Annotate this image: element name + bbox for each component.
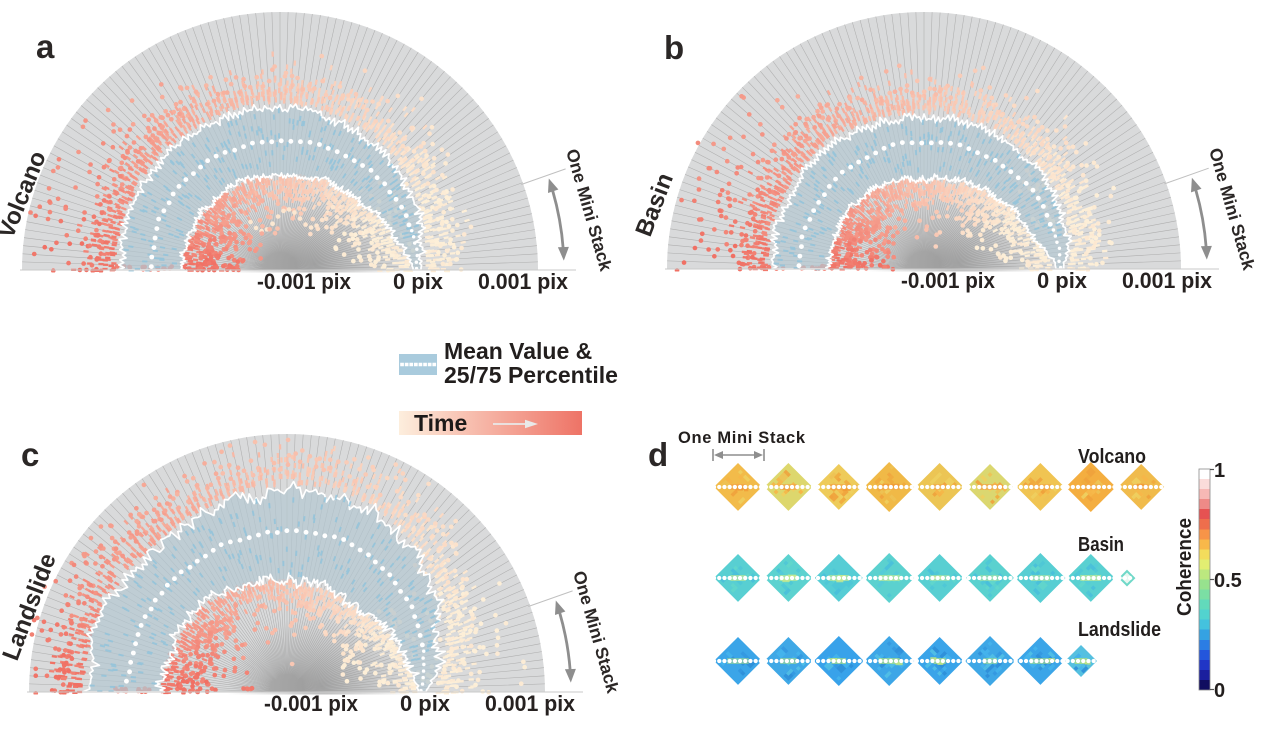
svg-text:0.001 pix: 0.001 pix [1122, 268, 1213, 293]
svg-text:0.001 pix: 0.001 pix [478, 269, 569, 294]
svg-text:0.001 pix: 0.001 pix [485, 691, 576, 716]
svg-text:-0.001 pix: -0.001 pix [264, 691, 359, 716]
svg-text:Mean Value &: Mean Value & [444, 338, 592, 364]
svg-text:a: a [36, 28, 55, 65]
svg-text:0: 0 [1214, 680, 1225, 702]
svg-text:25/75 Percentile: 25/75 Percentile [444, 362, 618, 388]
svg-text:One Mini Stack: One Mini Stack [678, 429, 806, 447]
svg-text:-0.001 pix: -0.001 pix [901, 268, 996, 293]
svg-text:d: d [648, 436, 668, 473]
svg-text:0 pix: 0 pix [400, 691, 451, 716]
svg-text:c: c [21, 436, 39, 473]
svg-text:-0.001 pix: -0.001 pix [257, 269, 352, 294]
svg-text:0.5: 0.5 [1214, 570, 1242, 592]
svg-text:1: 1 [1214, 460, 1225, 482]
svg-text:0 pix: 0 pix [1037, 268, 1088, 293]
svg-text:Basin: Basin [1078, 534, 1124, 556]
svg-text:b: b [664, 29, 684, 66]
svg-text:0 pix: 0 pix [393, 269, 444, 294]
svg-text:Landslide: Landslide [1078, 619, 1161, 641]
svg-text:Coherence: Coherence [1174, 518, 1196, 616]
svg-text:Volcano: Volcano [1078, 446, 1146, 468]
svg-text:Time: Time [414, 410, 467, 436]
